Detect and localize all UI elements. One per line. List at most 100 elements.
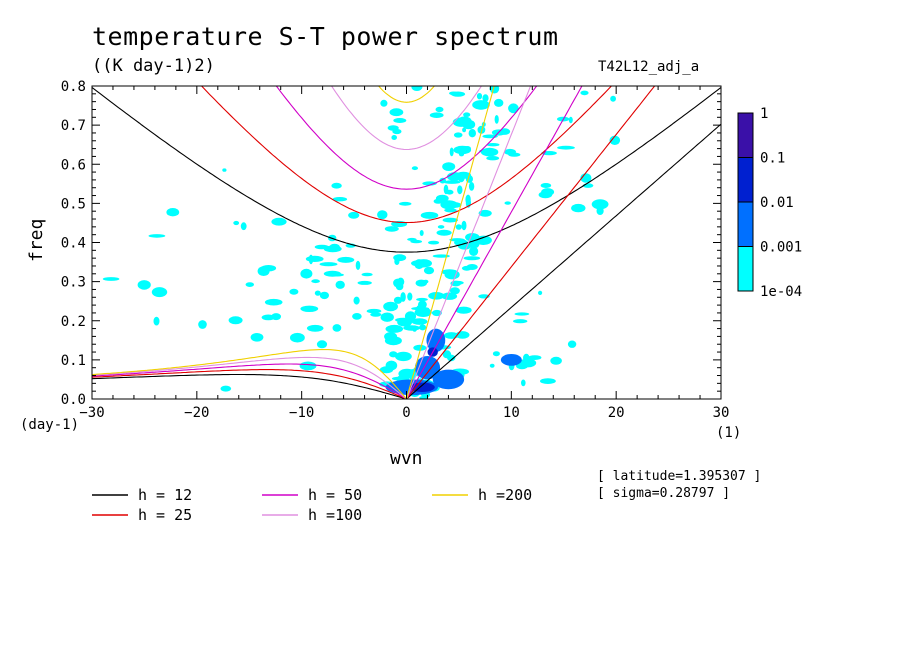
spectrum-patch: [504, 201, 511, 205]
spectrum-patch: [428, 292, 445, 300]
colorbar-band: [737, 112, 754, 158]
legend-label: h =100: [308, 506, 362, 524]
spectrum-patch: [514, 312, 530, 316]
legend-label: h =200: [478, 486, 532, 504]
axes: −30 −20 −10 0 10 20 30 0.0 0.1 0.2 0.3 0.4 0.5 0.6 0.7…: [61, 79, 730, 421]
dispersion-curve-h50-kelvin: [406, 86, 583, 399]
power-region-level-2: [409, 382, 435, 392]
spectrum-patch: [596, 207, 604, 215]
spectrum-patch: [393, 118, 407, 123]
spectrum-patch: [469, 246, 479, 256]
dispersion-curve-h50-rossby-n-1: [92, 363, 407, 399]
spectrum-patch: [610, 95, 616, 102]
dispersion-curve-h12-inertio-gravity-n-1: [92, 86, 721, 253]
spectrum-patch: [289, 288, 299, 295]
y-axis-unit-label: (day-1): [20, 417, 80, 433]
spectrum-patch: [432, 254, 450, 258]
spectrum-patch: [476, 93, 483, 100]
legend-label: h = 50: [308, 486, 362, 504]
spectrum-patch: [458, 152, 465, 157]
spectrum-patch: [337, 256, 355, 263]
spectrum-patch: [394, 257, 400, 265]
legend-label: h = 12: [138, 486, 192, 504]
spectrum-patch: [454, 239, 468, 247]
spectrum-patch: [370, 312, 382, 317]
dispersion-curve-h12-rossby-n-1: [92, 373, 407, 399]
spectrum-patch: [357, 280, 372, 285]
spectrum-patch: [422, 181, 437, 186]
spectrum-patch: [420, 211, 439, 219]
spectrum-patch: [455, 224, 462, 230]
spectrum-patch: [580, 90, 589, 96]
spectrum-patch: [220, 385, 232, 392]
spectrum-patch: [389, 108, 404, 117]
x-tick-label: 20: [608, 405, 625, 421]
spectrum-patch: [463, 146, 472, 151]
colorbar-label: 0.01: [760, 195, 794, 211]
spectrum-patch: [404, 320, 411, 330]
spectrum-patch: [457, 185, 463, 195]
spectrum-patch: [352, 313, 362, 320]
spectrum-patch: [257, 266, 270, 276]
spectrum-patch: [330, 273, 344, 277]
spectrum-patch: [468, 182, 475, 191]
spectrum-patch: [449, 91, 459, 96]
power-region-level-1: [432, 369, 465, 390]
dispersion-curve-h200-inertio-gravity-n-1: [377, 86, 436, 103]
spectrum-patch: [448, 202, 462, 208]
spectrum-patch: [466, 264, 478, 270]
spectrum-patch: [311, 279, 320, 284]
spectrum-patch: [508, 103, 519, 114]
spectrum-patch: [222, 168, 227, 172]
spectrum-patch: [398, 201, 412, 206]
spectrum-patch: [331, 182, 342, 189]
x-tick-label: 30: [713, 405, 730, 421]
spectrum-patch: [449, 287, 460, 295]
dispersion-curves: [92, 86, 721, 399]
power-region-level-1: [500, 353, 522, 366]
spectrum-patch: [508, 152, 521, 157]
spectrum-patch: [461, 220, 467, 231]
spectrum-patch: [455, 306, 472, 314]
spectrum-patch: [489, 86, 500, 94]
colorbar-band: [737, 201, 754, 247]
spectrum-patch: [431, 309, 442, 317]
spectrum-patch: [385, 324, 404, 333]
spectrum-patch: [557, 145, 575, 150]
spectrum-patch: [468, 129, 476, 138]
spectrum-patch: [463, 256, 481, 261]
spectrum-patch: [300, 268, 313, 279]
dispersion-curve-h100-rossby-n-1: [92, 356, 407, 399]
spectrum-patch: [148, 234, 166, 238]
x-axis-label: wvn: [390, 448, 423, 469]
colorbar-label: 1e-04: [760, 284, 802, 300]
dispersion-curve-h100-inertio-gravity-n-1: [330, 86, 483, 151]
spectrum-patch: [397, 277, 405, 286]
spectrum-patch: [299, 361, 317, 371]
spectrum-patch: [353, 296, 360, 305]
spectrum-patch: [153, 316, 160, 326]
dispersion-curve-h25-rossby-n-1: [92, 369, 407, 399]
spectrum-patch: [475, 235, 492, 245]
spectrum-patch: [494, 98, 504, 107]
dispersion-curve-h200-rossby-n-1: [92, 348, 407, 399]
colorbar-label: 0.1: [760, 151, 785, 167]
spectrum-patch: [472, 100, 490, 110]
spectrum-patch: [271, 217, 287, 226]
spectrum-patch: [433, 198, 443, 204]
chart-title: temperature S-T power spectrum: [92, 22, 559, 51]
dispersion-curve-h25-inertio-gravity-n-1: [200, 86, 613, 224]
spectrum-patch: [452, 117, 470, 127]
spectrum-patch: [482, 94, 489, 102]
spectrum-patch: [419, 324, 427, 331]
y-tick-label: 0.0: [61, 392, 86, 408]
spectrum-patch: [407, 292, 413, 301]
spectrum-patch: [453, 132, 463, 138]
spectrum-patch: [314, 290, 321, 296]
x-axis-unit-label: (1): [716, 425, 742, 441]
spectrum-patch: [568, 116, 573, 124]
spectrum-patch: [521, 379, 526, 387]
spectrum-patch: [465, 194, 471, 205]
spectrum-patch: [151, 287, 168, 298]
y-tick-label: 0.3: [61, 275, 86, 291]
